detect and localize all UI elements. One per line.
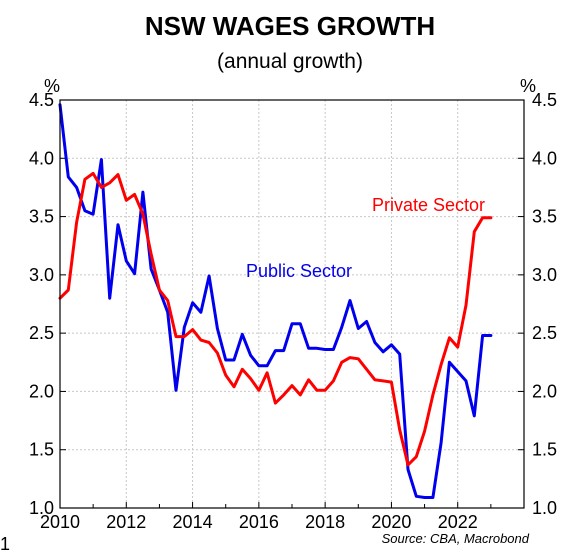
x-tick-label: 2018: [305, 512, 345, 532]
y-tick-label-right: 2.0: [532, 381, 557, 401]
public-sector-line: [58, 103, 493, 499]
y-tick-label-left: 2.0: [29, 381, 54, 401]
y-tick-labels-left: 1.0 1.5 2.0 2.5 3.0 3.5 4.0 4.5: [29, 90, 54, 518]
left-axis-unit: %: [44, 76, 60, 96]
x-tick-label: 2010: [40, 512, 80, 532]
corner-label: 1: [0, 534, 10, 554]
chart-subtitle: (annual growth): [217, 50, 363, 73]
plot-frame: [59, 99, 525, 509]
y-tick-label-right: 3.0: [532, 265, 557, 285]
gridlines: [60, 99, 524, 508]
y-tick-label-right: 4.0: [532, 148, 557, 168]
y-tick-label-right: 1.5: [532, 440, 557, 460]
x-tick-label: 2020: [371, 512, 411, 532]
chart-title: NSW WAGES GROWTH: [145, 11, 435, 41]
x-tick-label: 2022: [438, 512, 478, 532]
y-tick-label-right: 3.5: [532, 207, 557, 227]
y-tick-labels-right: 1.0 1.5 2.0 2.5 3.0 3.5 4.0 4.5: [532, 90, 557, 518]
y-tick-label-right: 2.5: [532, 323, 557, 343]
private-sector-line: [58, 171, 493, 467]
y-tick-label-left: 4.5: [29, 90, 54, 110]
right-axis-unit: %: [520, 76, 536, 96]
public-sector-label: Public Sector: [246, 261, 352, 281]
axis-ticks: [59, 99, 524, 509]
y-tick-label-right: 1.0: [532, 498, 557, 518]
y-tick-label-right: 4.5: [532, 90, 557, 110]
y-tick-label-left: 4.0: [29, 148, 54, 168]
y-tick-label-left: 1.5: [29, 440, 54, 460]
source-note: Source: CBA, Macrobond: [382, 531, 530, 546]
y-tick-label-left: 1.0: [29, 498, 54, 518]
y-tick-label-left: 3.5: [29, 207, 54, 227]
y-tick-label-left: 3.0: [29, 265, 54, 285]
x-tick-label: 2014: [173, 512, 213, 532]
y-tick-label-left: 2.5: [29, 323, 54, 343]
x-tick-label: 2016: [239, 512, 279, 532]
private-sector-label: Private Sector: [372, 195, 485, 215]
series-lines: [58, 103, 493, 499]
x-tick-labels: 2010 2012 2014 2016 2018 2020 2022: [40, 512, 478, 532]
x-tick-label: 2012: [106, 512, 146, 532]
